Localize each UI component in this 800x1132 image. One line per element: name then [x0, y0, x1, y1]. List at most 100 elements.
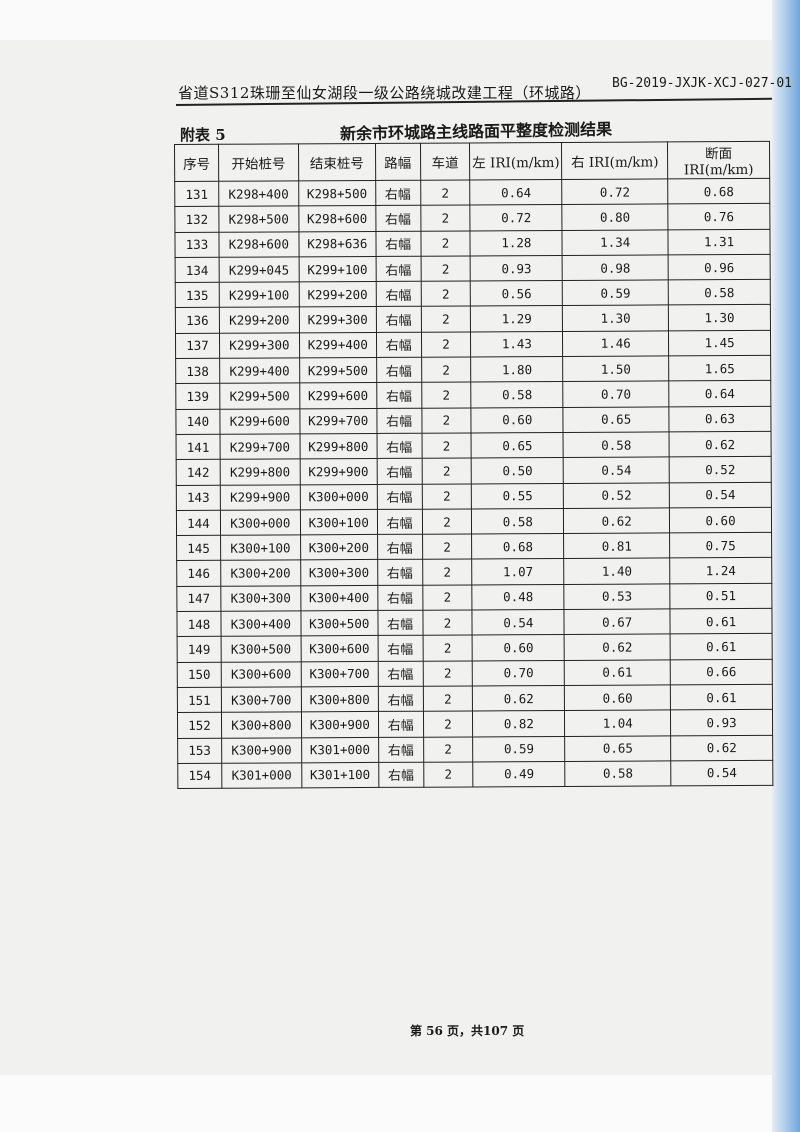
table-cell: 2: [421, 407, 472, 434]
table-cell: 1.45: [668, 330, 771, 356]
table-cell: 0.53: [564, 583, 671, 610]
table-cell: K298+500: [218, 206, 299, 232]
appendix-label: 附表 5: [180, 126, 226, 144]
table-row: 148 K300+400 K300+500 右幅 2 0.54 0.67 0.61: [176, 608, 773, 637]
table-cell: 右幅: [375, 256, 421, 282]
table-cell: K299+100: [219, 282, 300, 308]
table-cell: 2: [422, 559, 473, 585]
table-cell: 0.68: [667, 178, 770, 205]
table-cell: 0.50: [471, 457, 564, 484]
column-header: 开始桩号: [218, 143, 299, 182]
table-cell: 0.66: [670, 659, 773, 685]
table-cell: 右幅: [376, 357, 422, 383]
table-row: 139 K299+500 K299+600 右幅 2 0.58 0.70 0.64: [175, 380, 771, 410]
table-cell: 134: [175, 257, 220, 283]
table-cell: 2: [422, 609, 473, 636]
table-cell: 1.31: [668, 228, 771, 255]
table-cell: 0.62: [670, 734, 773, 761]
table-cell: 1.30: [562, 305, 669, 332]
column-header: 路幅: [375, 143, 421, 181]
table-cell: 145: [176, 535, 221, 561]
table-cell: K300+800: [221, 712, 302, 738]
column-header: 车道: [420, 142, 471, 181]
table-cell: K299+100: [298, 256, 376, 283]
table-cell: 0.51: [669, 583, 772, 609]
table-cell: 0.64: [668, 380, 771, 407]
table-cell: 0.76: [667, 203, 770, 230]
table-cell: 右幅: [376, 306, 422, 333]
table-cell: K300+200: [300, 534, 378, 561]
table-cell: K301+100: [301, 762, 379, 788]
table-cell: 右幅: [375, 230, 421, 257]
table-cell: 2: [422, 635, 473, 661]
table-cell: 右幅: [377, 534, 423, 560]
table-cell: 0.75: [669, 532, 772, 559]
table-cell: 147: [176, 586, 221, 612]
table-cell: 1.04: [564, 710, 671, 736]
table-cell: 0.54: [669, 481, 772, 508]
column-header: 结束桩号: [298, 143, 376, 181]
table-cell: 右幅: [378, 711, 424, 737]
table-cell: 2: [422, 534, 473, 560]
table-cell: 1.29: [470, 305, 563, 332]
table-cell: K299+300: [299, 306, 377, 333]
table-row: 133 K298+600 K298+636 右幅 2 1.28 1.34 1.31: [174, 228, 771, 258]
table-row: 149 K300+500 K300+600 右幅 2 0.60 0.62 0.61: [177, 633, 773, 663]
table-row: 132 K298+500 K298+600 右幅 2 0.72 0.80 0.76: [174, 203, 770, 233]
table-row: 138 K299+400 K299+500 右幅 2 1.80 1.50 1.65: [175, 355, 771, 384]
table-cell: 右幅: [377, 610, 423, 636]
table-cell: 0.62: [563, 507, 670, 534]
table-cell: 0.54: [670, 760, 773, 787]
table-cell: K300+500: [220, 636, 302, 662]
table-cell: 0.61: [670, 608, 773, 635]
table-row: 150 K300+600 K300+700 右幅 2 0.70 0.61 0.66: [177, 659, 773, 688]
table-cell: K300+000: [300, 484, 378, 510]
table-cell: K299+500: [299, 357, 377, 384]
table-cell: 右幅: [375, 281, 421, 307]
table-cell: 右幅: [376, 331, 422, 358]
table-row: 153 K300+900 K301+000 右幅 2 0.59 0.65 0.62: [177, 734, 773, 764]
table-cell: 2: [421, 508, 472, 535]
table-cell: 2: [420, 281, 471, 307]
table-cell: 142: [176, 459, 221, 486]
table-row: 140 K299+600 K299+700 右幅 2 0.60 0.65 0.63: [175, 406, 772, 435]
project-title: 省道S312珠珊至仙女湖段一级公路绕城改建工程（环城路）: [178, 84, 591, 102]
table-cell: 0.72: [561, 178, 668, 205]
table-cell: 右幅: [377, 584, 423, 611]
table-cell: K299+200: [299, 281, 377, 308]
table-cell: 右幅: [376, 458, 422, 485]
table-cell: 136: [175, 307, 220, 334]
report-code: BG-2019-JXJK-XCJ-027-01: [612, 76, 793, 91]
table-row: 151 K300+700 K300+800 右幅 2 0.62 0.60 0.61: [177, 684, 773, 713]
table-cell: 148: [176, 611, 221, 637]
table-cell: 2: [421, 382, 472, 408]
table-cell: K299+800: [220, 459, 301, 485]
table-cell: K300+500: [300, 610, 378, 637]
table-cell: 146: [176, 560, 221, 587]
table-cell: K299+600: [219, 408, 300, 435]
page-number: 第 56 页，共107 页: [410, 1024, 525, 1038]
table-cell: 右幅: [377, 660, 423, 687]
table-cell: K299+400: [219, 357, 300, 384]
table-row: 141 K299+700 K299+800 右幅 2 0.65 0.58 0.62: [176, 431, 772, 460]
table-cell: 2: [421, 458, 472, 484]
table-row: 142 K299+800 K299+900 右幅 2 0.50 0.54 0.52: [176, 456, 772, 486]
table-cell: 0.67: [564, 608, 671, 635]
table-cell: K298+500: [298, 180, 376, 207]
table-row: 147 K300+300 K300+400 右幅 2 0.48 0.53 0.51: [176, 583, 772, 612]
table-cell: 152: [177, 712, 222, 739]
table-cell: 0.62: [472, 685, 565, 712]
table-cell: 0.58: [563, 431, 670, 458]
table-cell: 2: [420, 179, 471, 206]
table-cell: K300+300: [300, 559, 378, 586]
table-cell: K300+100: [300, 509, 378, 536]
table-cell: 1.34: [562, 229, 669, 256]
table-cell: K300+800: [301, 686, 379, 713]
table-cell: 0.61: [564, 659, 671, 686]
table-cell: 1.28: [470, 230, 563, 256]
table-cell: K300+400: [300, 585, 378, 611]
table-cell: 0.72: [470, 204, 563, 231]
table-cell: 2: [420, 230, 471, 257]
table-cell: K299+900: [299, 458, 378, 485]
table-cell: K299+400: [299, 332, 377, 358]
